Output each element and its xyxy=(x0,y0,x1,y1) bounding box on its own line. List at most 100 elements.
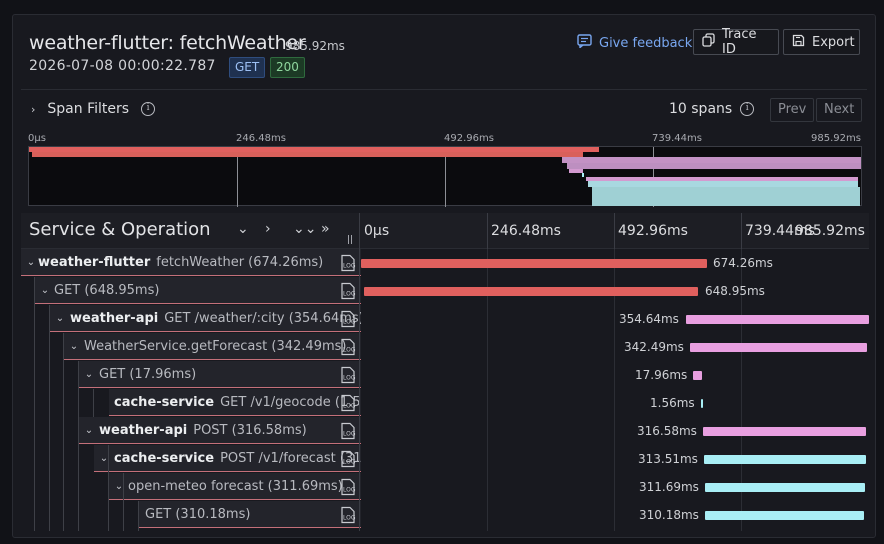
chevron-down-icon[interactable]: ⌄ xyxy=(99,452,109,464)
span-bar[interactable] xyxy=(701,399,703,408)
operation-name: POST /v1/forecast (313.51ms) xyxy=(220,450,361,466)
log-icon[interactable]: LOG xyxy=(339,366,357,384)
trace-duration: 985.92ms xyxy=(285,39,345,53)
trace-row[interactable]: ⌄ open-meteo forecast (311.69ms) LOG 311… xyxy=(21,473,869,501)
tree-guide xyxy=(49,305,50,531)
span-name-cell[interactable]: ⌄ GET (648.95ms) xyxy=(35,277,361,304)
span-bar[interactable] xyxy=(361,259,707,268)
minimap-bar xyxy=(29,147,599,152)
span-bar[interactable] xyxy=(690,343,867,352)
span-bar[interactable] xyxy=(705,511,864,520)
give-feedback-button[interactable]: Give feedback xyxy=(577,34,692,52)
span-name-cell[interactable]: ⌄ weather-api POST (316.58ms) xyxy=(79,417,361,444)
timeline-gridline xyxy=(741,249,742,531)
trace-row[interactable]: ⌄ GET (648.95ms) LOG 648.95ms xyxy=(21,277,869,305)
span-duration: 316.58ms xyxy=(637,424,697,438)
spans-count-label: 10 spans xyxy=(669,101,733,117)
spans-count: 10 spans i xyxy=(669,101,755,117)
svg-text:LOG: LOG xyxy=(343,431,356,438)
span-bar[interactable] xyxy=(693,371,702,380)
span-filters-toggle[interactable]: › Span Filters i xyxy=(31,101,156,117)
span-bar[interactable] xyxy=(704,455,866,464)
span-name-cell[interactable]: ⌄ open-meteo forecast (311.69ms) xyxy=(109,473,361,500)
span-name-cell[interactable]: ⌄ weather-api GET /weather/:city (354.64… xyxy=(50,305,361,332)
span-name-cell[interactable]: ⌄ weather-flutter fetchWeather (674.26ms… xyxy=(21,249,361,276)
timeline-tick-label: 492.96ms xyxy=(618,223,688,239)
span-duration: 354.64ms xyxy=(619,312,679,326)
minimap-tick-label: 0μs xyxy=(28,133,46,144)
operation-name: GET (648.95ms) xyxy=(54,282,160,298)
timeline-gridline xyxy=(487,249,488,531)
operation-name: fetchWeather (674.26ms) xyxy=(156,254,324,270)
chevron-down-icon[interactable]: ⌄ xyxy=(69,340,79,352)
span-name-cell[interactable]: ⌄ cache-service POST /v1/forecast (313.5… xyxy=(94,445,361,472)
span-name-cell[interactable]: ⌄ WeatherService.getForecast (342.49ms) xyxy=(64,333,361,360)
log-icon[interactable]: LOG xyxy=(339,450,357,468)
method-badge: GET xyxy=(229,57,266,78)
timeline-tick-label: 985.92ms xyxy=(795,223,865,239)
trace-row[interactable]: ⌄ WeatherService.getForecast (342.49ms) … xyxy=(21,333,869,361)
trace-table: Service & Operation ⌄ › ⌄⌄ » || 0μs 246.… xyxy=(21,213,869,531)
span-bar[interactable] xyxy=(703,427,866,436)
span-duration: 310.18ms xyxy=(639,508,699,522)
span-name-cell[interactable]: cache-service GET /v1/geocode (1.56ms) xyxy=(109,389,361,416)
next-button[interactable]: Next xyxy=(816,98,863,122)
trace-row[interactable]: ⌄ weather-flutter fetchWeather (674.26ms… xyxy=(21,249,869,277)
svg-text:LOG: LOG xyxy=(343,319,356,326)
minimap-gridline xyxy=(445,147,446,207)
trace-row[interactable]: cache-service GET /v1/geocode (1.56ms) L… xyxy=(21,389,869,417)
log-icon[interactable]: LOG xyxy=(339,422,357,440)
expand-all-icon[interactable]: » xyxy=(321,221,330,237)
minimap-bar xyxy=(567,163,861,169)
trace-row[interactable]: ⌄ GET (17.96ms) LOG 17.96ms xyxy=(21,361,869,389)
service-name: weather-api xyxy=(99,422,188,438)
log-icon[interactable]: LOG xyxy=(339,310,357,328)
trace-row[interactable]: ⌄ cache-service POST /v1/forecast (313.5… xyxy=(21,445,869,473)
minimap-canvas[interactable] xyxy=(28,146,862,207)
log-icon[interactable]: LOG xyxy=(339,506,357,524)
chevron-down-icon[interactable]: ⌄ xyxy=(40,284,50,296)
operation-name: GET (17.96ms) xyxy=(99,366,197,382)
trace-row[interactable]: ⌄ weather-api GET /weather/:city (354.64… xyxy=(21,305,869,333)
collapse-one-icon[interactable]: ⌄ xyxy=(237,221,249,237)
timeline-gridline xyxy=(741,213,742,249)
minimap-bar xyxy=(569,169,583,173)
trace-row[interactable]: ⌄ weather-api POST (316.58ms) LOG 316.58… xyxy=(21,417,869,445)
log-icon[interactable]: LOG xyxy=(339,338,357,356)
chevron-down-icon[interactable]: ⌄ xyxy=(84,424,94,436)
minimap-bar xyxy=(562,157,861,163)
log-icon[interactable]: LOG xyxy=(339,394,357,412)
export-button[interactable]: Export xyxy=(783,29,860,55)
chevron-down-icon[interactable]: ⌄ xyxy=(114,480,124,492)
span-name-cell[interactable]: GET (310.18ms) xyxy=(139,501,361,528)
minimap-bar xyxy=(588,181,858,187)
chevron-down-icon[interactable]: ⌄ xyxy=(26,256,36,268)
service-operation-header: Service & Operation xyxy=(29,219,211,240)
chevron-down-icon[interactable]: ⌄ xyxy=(84,368,94,380)
trace-id-button[interactable]: Trace ID xyxy=(693,27,779,57)
log-icon[interactable]: LOG xyxy=(339,282,357,300)
log-icon[interactable]: LOG xyxy=(339,478,357,496)
column-resize-handle[interactable]: || xyxy=(347,235,354,245)
chevron-down-icon[interactable]: ⌄ xyxy=(55,312,65,324)
log-icon[interactable]: LOG xyxy=(339,254,357,272)
timeline-gridline xyxy=(614,249,615,531)
minimap-gridline xyxy=(237,147,238,207)
span-duration: 311.69ms xyxy=(639,480,699,494)
service-name: weather-flutter xyxy=(38,254,151,270)
spans-info-icon[interactable]: i xyxy=(740,102,755,116)
timeline-gridline xyxy=(487,213,488,249)
span-bar[interactable] xyxy=(364,287,698,296)
info-icon[interactable]: i xyxy=(141,102,156,116)
prev-button[interactable]: Prev xyxy=(770,98,815,122)
tree-guide xyxy=(78,361,79,531)
expand-one-icon[interactable]: › xyxy=(265,221,271,237)
save-icon xyxy=(792,34,805,51)
span-name-cell[interactable]: ⌄ GET (17.96ms) xyxy=(79,361,361,388)
svg-text:LOG: LOG xyxy=(343,515,356,522)
trace-row[interactable]: GET (310.18ms) LOG 310.18ms xyxy=(21,501,869,529)
span-bar[interactable] xyxy=(686,315,869,324)
collapse-all-icon[interactable]: ⌄⌄ xyxy=(293,221,317,237)
trace-minimap[interactable]: 0μs 246.48ms 492.96ms 739.44ms 985.92ms xyxy=(28,133,862,207)
span-bar[interactable] xyxy=(705,483,865,492)
